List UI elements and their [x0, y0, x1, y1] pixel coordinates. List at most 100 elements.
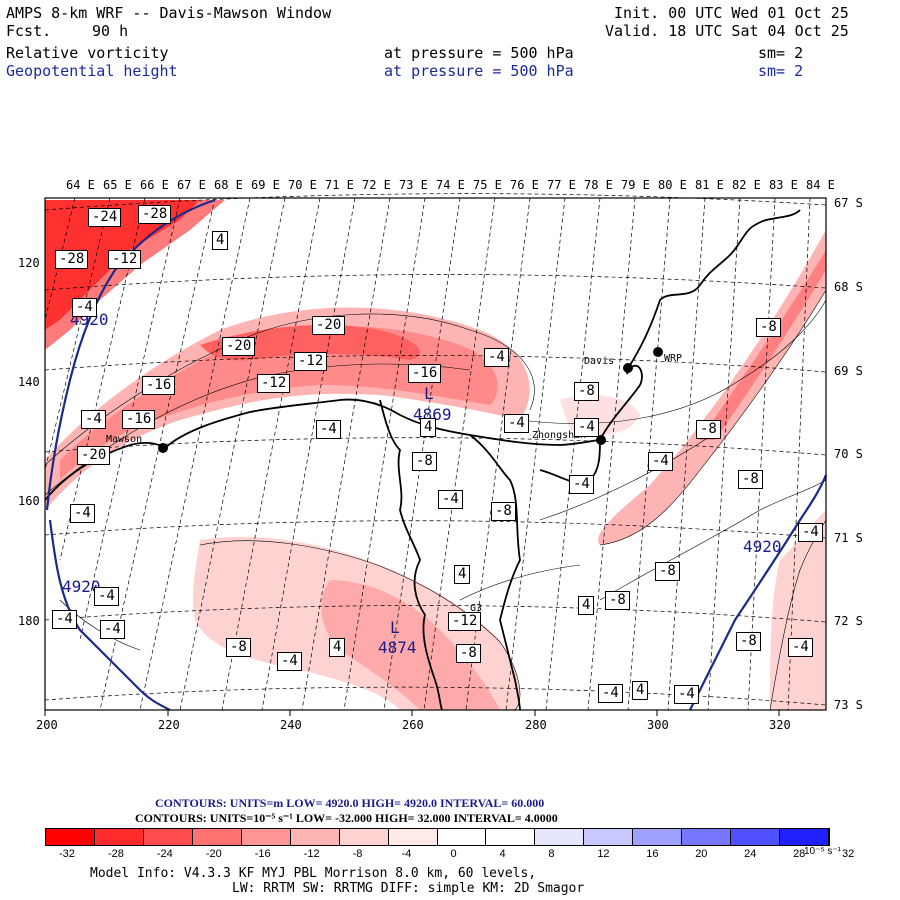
axis-ticks [44, 710, 780, 716]
colorbar-tick-label: 24 [744, 848, 757, 860]
field2-name: Geopotential height [6, 62, 178, 80]
station-label-g3: G3 [470, 603, 483, 614]
colorbar-cell [290, 829, 340, 845]
davis-station-dot [623, 363, 633, 373]
colorbar-tick-label: 28 [793, 848, 806, 860]
vorticity-contour-label: -4 [100, 620, 125, 639]
graticule [44, 193, 827, 711]
lon-label-3: 67 E [177, 178, 206, 192]
vorticity-contour-label: -20 [312, 316, 346, 335]
vorticity-contour-label: -4 [438, 490, 463, 509]
height-label-3: 4920 [743, 537, 782, 556]
vorticity-contour-label: -12 [108, 250, 142, 269]
colorbar-tick-label: -4 [401, 848, 412, 860]
lon-label-6: 70 E [288, 178, 317, 192]
lat-label-6: 73 S [834, 698, 863, 712]
vorticity-contour-label: 4 [632, 681, 649, 700]
lat-label-2: 69 S [834, 364, 863, 378]
colorbar [45, 828, 830, 846]
colorbar-tick-label: 0 [450, 848, 457, 860]
init-time: Init. 00 UTC Wed 01 Oct 25 [614, 4, 849, 22]
colorbar-cell [192, 829, 242, 845]
field1-name: Relative vorticity [6, 44, 169, 62]
vorticity-contour-label: -20 [77, 446, 111, 465]
vorticity-contour-label: -4 [72, 298, 97, 317]
vorticity-contour-label: -28 [138, 205, 172, 224]
lon-label-1: 65 E [103, 178, 132, 192]
vorticity-contour-label: -8 [655, 562, 680, 581]
colorbar-cell [535, 829, 585, 845]
vorticity-contour-label: -4 [277, 652, 302, 671]
colorbar-cell [780, 829, 829, 845]
field1-smoothing: sm= 2 [758, 44, 804, 62]
colorbar-tick-label: -28 [107, 848, 124, 860]
field2-level: at pressure = 500 hPa [384, 62, 574, 80]
lon-label-20: 84 E [806, 178, 835, 192]
vorticity-contour-label: -28 [55, 250, 89, 269]
vorticity-contour-label: -8 [456, 644, 481, 663]
x-tick-260: 260 [402, 718, 424, 732]
vorticity-contour-label: -8 [736, 632, 761, 651]
vorticity-contour-label: -12 [257, 374, 291, 393]
vorticity-contour-label: -4 [484, 348, 509, 367]
vorticity-contour-label: -16 [122, 410, 156, 429]
lon-label-12: 76 E [510, 178, 539, 192]
colorbar-cell [143, 829, 193, 845]
vorticity-contour-label: -8 [605, 591, 630, 610]
colorbar-cell [682, 829, 732, 845]
y-tick-140: 140 [18, 375, 40, 389]
colorbar-tick-label: -8 [352, 848, 363, 860]
vorticity-contour-label: -8 [756, 318, 781, 337]
lat-label-5: 72 S [834, 614, 863, 628]
station-label-mawson: Mawson [106, 434, 143, 445]
colorbar-cell [339, 829, 389, 845]
lon-label-7: 71 E [325, 178, 354, 192]
vorticity-fill [45, 200, 826, 710]
lon-label-11: 75 E [473, 178, 502, 192]
vorticity-contour-label: -16 [408, 364, 442, 383]
vorticity-contour-label: 4 [212, 231, 229, 250]
vorticity-contour-label: -4 [94, 587, 119, 606]
lon-label-5: 69 E [251, 178, 280, 192]
vorticity-contour-label: 4 [454, 565, 471, 584]
colorbar-tick-label: -24 [156, 848, 173, 860]
vorticity-contour-label: 4 [329, 638, 346, 657]
low-center-symbol-2: L [390, 618, 400, 637]
lat-label-3: 70 S [834, 447, 863, 461]
colorbar-cell [388, 829, 438, 845]
forecast-label: Fcst. [6, 22, 52, 40]
lon-label-16: 80 E [658, 178, 687, 192]
colorbar-cell [46, 829, 95, 845]
lon-label-8: 72 E [362, 178, 391, 192]
map-title: AMPS 8-km WRF -- Davis-Mawson Window [6, 4, 332, 22]
contours-line-1: CONTOURS: UNITS=m LOW= 4920.0 HIGH= 4920… [155, 796, 545, 810]
vorticity-contour-label: -4 [648, 452, 673, 471]
lon-label-15: 79 E [621, 178, 650, 192]
lat-label-1: 68 S [834, 280, 863, 294]
vorticity-contour-label: -8 [226, 638, 251, 657]
field1-level: at pressure = 500 hPa [384, 44, 574, 62]
vorticity-contour-label: -24 [88, 208, 122, 227]
model-info-line-1: Model Info: V4.3.3 KF MYJ PBL Morrison 8… [90, 866, 537, 881]
vorticity-contour-label: -4 [316, 420, 341, 439]
colorbar-tick-label: 20 [695, 848, 708, 860]
station-label-zhongshan: Zhongshan [532, 430, 587, 441]
low-center-value-2: 4874 [378, 638, 417, 657]
vorticity-contour-label: -4 [504, 414, 529, 433]
colorbar-tick-label: -20 [205, 848, 222, 860]
height-label-2: 4920 [62, 577, 101, 596]
colorbar-tick-label: -12 [303, 848, 320, 860]
contours-line-2: CONTOURS: UNITS=10⁻⁵ s⁻¹ LOW= -32.000 HI… [135, 811, 558, 825]
vorticity-contour-label: -4 [598, 684, 623, 703]
lon-label-13: 77 E [547, 178, 576, 192]
x-tick-200: 200 [36, 718, 58, 732]
colorbar-cell [633, 829, 683, 845]
x-tick-280: 280 [525, 718, 547, 732]
vorticity-contour-label: -8 [696, 420, 721, 439]
colorbar-unit: 10⁻⁵ s⁻¹ [804, 846, 841, 857]
vorticity-contour-label: -12 [448, 612, 482, 631]
vorticity-contour-label: -12 [294, 352, 328, 371]
lon-label-2: 66 E [140, 178, 169, 192]
colorbar-cell [241, 829, 291, 845]
lon-label-4: 68 E [214, 178, 243, 192]
